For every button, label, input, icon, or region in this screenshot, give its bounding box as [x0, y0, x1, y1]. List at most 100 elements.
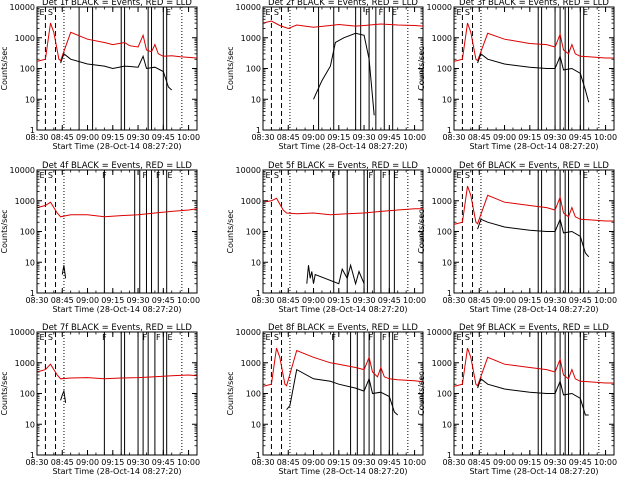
y-tick-label: 100: [437, 390, 452, 399]
event-marker-label: E: [40, 333, 45, 342]
event-marker-label: F: [156, 333, 161, 342]
x-tick-label: 08:45: [51, 133, 74, 142]
x-tick-label: 09:30: [544, 133, 567, 142]
events-series-line: [286, 368, 399, 416]
events-series-line: [60, 389, 67, 403]
event-marker-label: E: [394, 171, 399, 180]
y-tick-label: 1: [447, 289, 452, 298]
plot-frame: [36, 331, 198, 456]
y-tick-label: 1000: [15, 359, 35, 368]
x-tick-label: 08:30: [251, 296, 274, 305]
y-tick-label: 10: [442, 95, 452, 104]
event-marker-label: F: [368, 171, 373, 180]
x-tick-label: 08:30: [442, 296, 465, 305]
x-axis-label: Start Time (28-Oct-14 08:27:20): [469, 467, 598, 476]
x-tick-label: 09:00: [493, 458, 516, 467]
lld-series-line: [36, 363, 198, 380]
x-axis-label: Start Time (28-Oct-14 08:27:20): [52, 467, 181, 476]
y-tick-label: 100: [20, 228, 35, 237]
event-marker-label: S: [48, 171, 53, 180]
panel-title: Det 8f BLACK = Events, RED = LLD: [268, 323, 418, 333]
x-tick-label: 09:15: [518, 458, 541, 467]
event-marker-label: E: [40, 171, 45, 180]
x-tick-label: 09:15: [327, 458, 350, 467]
y-tick-label: 100: [246, 228, 261, 237]
event-marker-label: E: [583, 171, 588, 180]
y-tick-label: 1000: [432, 34, 452, 43]
event-marker-label: E: [583, 333, 588, 342]
y-tick-label: 10: [251, 420, 261, 429]
panel-title: Det 4f BLACK = Events, RED = LLD: [42, 161, 192, 171]
events-series-line: [477, 377, 589, 416]
panel-title: Det 3f BLACK = Events, RED = LLD: [459, 0, 609, 8]
x-tick-label: 09:45: [378, 296, 401, 305]
x-tick-label: 09:45: [152, 458, 175, 467]
y-tick-label: 100: [20, 390, 35, 399]
x-tick-label: 09:15: [101, 296, 124, 305]
x-tick-label: 10:00: [403, 458, 426, 467]
x-tick-label: 08:30: [25, 296, 48, 305]
plot-frame: [453, 6, 615, 131]
y-tick-label: 100: [20, 65, 35, 74]
x-tick-label: 09:00: [76, 133, 99, 142]
y-axis-label: Counts/sec: [417, 209, 426, 253]
y-tick-label: 100: [437, 65, 452, 74]
y-tick-label: 10000: [10, 166, 35, 175]
x-tick-label: 09:15: [327, 296, 350, 305]
x-tick-label: 10:00: [594, 133, 617, 142]
x-tick-label: 08:30: [25, 133, 48, 142]
x-tick-label: 10:00: [403, 133, 426, 142]
x-axis-label: Start Time (28-Oct-14 08:27:20): [469, 305, 598, 314]
event-marker-label: F: [102, 171, 107, 180]
y-tick-label: 1000: [432, 359, 452, 368]
y-tick-label: 1: [30, 451, 35, 460]
x-tick-label: 08:30: [442, 133, 465, 142]
x-tick-label: 09:30: [127, 133, 150, 142]
panel-title: Det 2f BLACK = Events, RED = LLD: [268, 0, 418, 8]
plot-frame: [453, 169, 615, 294]
x-tick-label: 09:30: [127, 458, 150, 467]
y-axis-label: Counts/sec: [226, 371, 235, 415]
plot-frame: [262, 169, 424, 294]
lld-series-line: [453, 347, 614, 387]
lld-series-line: [453, 22, 614, 62]
event-marker-label: S: [465, 8, 470, 17]
y-tick-label: 10000: [10, 328, 35, 337]
x-tick-label: 09:00: [493, 296, 516, 305]
y-tick-label: 1: [256, 126, 261, 135]
x-tick-label: 08:45: [277, 458, 300, 467]
event-marker-label: E: [266, 333, 271, 342]
x-tick-label: 09:15: [101, 458, 124, 467]
event-marker-label: E: [457, 8, 462, 17]
event-marker-label: F: [365, 8, 370, 17]
lld-series-line: [262, 197, 423, 216]
events-series-line: [61, 265, 67, 279]
events-series-line: [60, 52, 173, 91]
y-tick-label: 1000: [241, 197, 261, 206]
event-marker-label: F: [331, 171, 336, 180]
x-axis-label: Start Time (28-Oct-14 08:27:20): [278, 467, 407, 476]
event-marker-label: E: [457, 171, 462, 180]
y-tick-label: 1: [447, 126, 452, 135]
x-tick-label: 09:45: [569, 133, 592, 142]
x-axis-label: Start Time (28-Oct-14 08:27:20): [52, 142, 181, 151]
x-tick-label: 09:30: [544, 458, 567, 467]
x-tick-label: 09:45: [569, 458, 592, 467]
panel-title: Det 1f BLACK = Events, RED = LLD: [42, 0, 192, 8]
x-tick-label: 08:30: [442, 458, 465, 467]
events-series-line: [313, 32, 375, 116]
x-tick-label: 08:30: [251, 458, 274, 467]
event-marker-label: F: [142, 171, 147, 180]
y-tick-label: 100: [246, 390, 261, 399]
x-tick-label: 08:45: [51, 458, 74, 467]
events-series-line: [477, 52, 590, 103]
y-tick-label: 10000: [236, 3, 261, 12]
event-marker-label: S: [274, 8, 279, 17]
x-tick-label: 08:45: [468, 133, 491, 142]
y-tick-label: 1: [447, 451, 452, 460]
event-marker-label: F: [382, 333, 387, 342]
x-tick-label: 09:00: [493, 133, 516, 142]
